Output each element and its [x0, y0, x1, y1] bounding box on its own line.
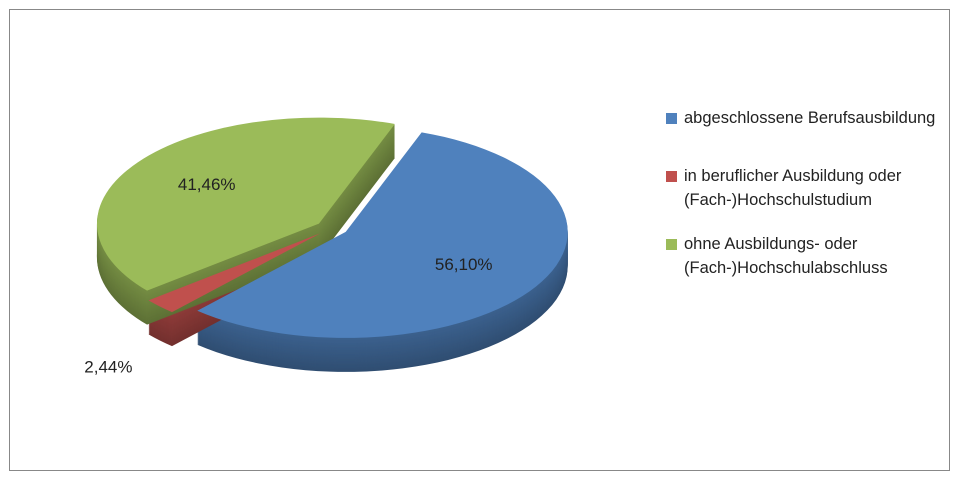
legend-swatch — [666, 171, 677, 182]
slice — [96, 117, 395, 291]
legend-swatch — [666, 239, 677, 250]
legend-swatch — [666, 113, 677, 124]
data-label: 56,10% — [435, 255, 493, 274]
legend-label: in beruflicher Ausbildung oder (Fach-)Ho… — [684, 167, 902, 209]
data-label: 41,46% — [178, 175, 236, 194]
legend-label: ohne Ausbildungs- oder (Fach-)Hochschula… — [684, 235, 888, 277]
slice — [148, 233, 321, 313]
legend-item: in beruflicher Ausbildung oder (Fach-)Ho… — [664, 164, 949, 212]
legend-item: ohne Ausbildungs- oder (Fach-)Hochschula… — [664, 232, 949, 280]
slice — [197, 132, 568, 338]
data-label: 2,44% — [84, 357, 132, 376]
legend-item: abgeschlossene Berufsausbildung — [664, 106, 949, 130]
legend-label: abgeschlossene Berufsausbildung — [684, 109, 936, 127]
legend: abgeschlossene Berufsausbildung in berufl… — [664, 106, 949, 314]
